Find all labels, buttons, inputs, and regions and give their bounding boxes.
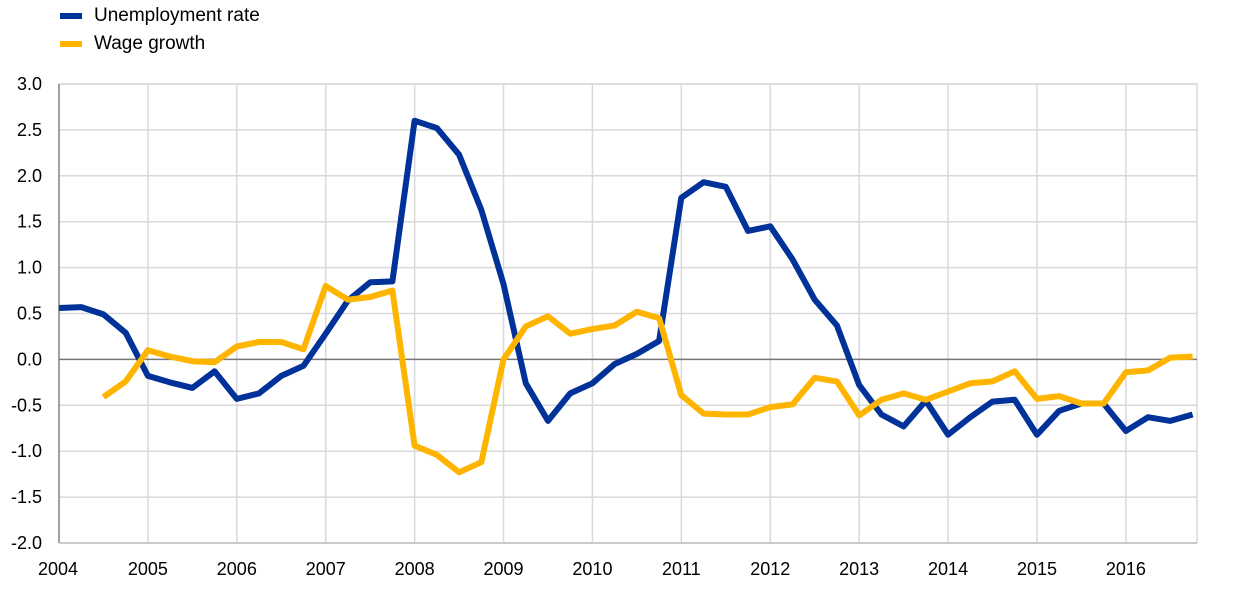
legend-swatch-unemployment — [60, 13, 82, 19]
y-tick-label: 2.5 — [17, 120, 42, 140]
legend-item-wage-growth: Wage growth — [60, 30, 260, 58]
x-tick-label: 2014 — [928, 559, 968, 579]
x-tick-label: 2011 — [662, 559, 701, 579]
x-axis-tick-labels: 2004 2005 2006 2007 2008 2009 2010 2011 2012 2013… — [38, 559, 1146, 579]
legend-item-unemployment: Unemployment rate — [60, 2, 260, 30]
y-tick-label: -2.0 — [11, 533, 42, 553]
series-line-unemployment-rate — [58, 117, 1194, 438]
x-tick-label: 2005 — [128, 559, 168, 579]
x-tick-label: 2009 — [484, 559, 524, 579]
x-tick-label: 2013 — [839, 559, 879, 579]
x-tick-label: 2008 — [395, 559, 435, 579]
series-line-wage-growth — [101, 283, 1193, 476]
y-tick-label: -1.0 — [11, 441, 42, 461]
x-tick-label: 2006 — [217, 559, 257, 579]
y-tick-label: 1.5 — [17, 212, 42, 232]
y-tick-label: -0.5 — [11, 395, 42, 415]
legend-label-wage-growth: Wage growth — [94, 33, 206, 54]
legend-label-unemployment: Unemployment rate — [94, 5, 260, 26]
y-tick-label: 2.0 — [17, 166, 42, 186]
y-axis-tick-labels: 3.0 2.5 2.0 1.5 1.0 0.5 0.0 -0.5 -1.0 -1.5 -2.0 — [11, 74, 42, 553]
y-tick-label: -1.5 — [11, 487, 42, 507]
chart-legend: Unemployment rate Wage growth — [60, 2, 260, 58]
x-tick-label: 2010 — [572, 559, 612, 579]
legend-swatch-wage-growth — [60, 41, 82, 47]
y-tick-label: 3.0 — [17, 74, 42, 94]
x-tick-label: 2012 — [750, 559, 790, 579]
x-tick-label: 2007 — [306, 559, 346, 579]
x-tick-label: 2015 — [1017, 559, 1057, 579]
y-tick-label: 0.0 — [17, 349, 42, 369]
y-tick-label: 1.0 — [17, 258, 42, 278]
series-lines — [58, 117, 1194, 476]
y-tick-label: 0.5 — [17, 304, 42, 324]
x-tick-label: 2004 — [38, 559, 78, 579]
gridlines — [58, 83, 1198, 544]
x-tick-label: 2016 — [1106, 559, 1146, 579]
